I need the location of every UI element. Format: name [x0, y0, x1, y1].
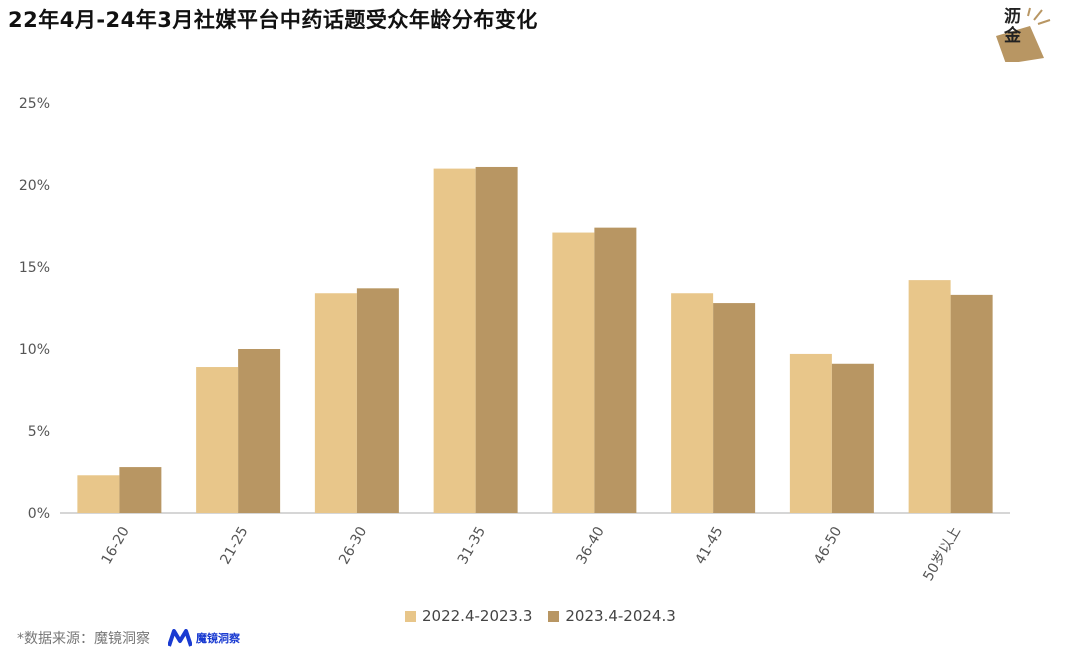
brand-logo: 沥 金 [992, 6, 1052, 64]
bar-series1-16-20 [77, 475, 120, 513]
bar-series2-26-30 [356, 288, 399, 513]
bar-series2-21-25 [238, 349, 281, 513]
bar-series1-21-25 [196, 367, 239, 513]
x-tick-label: 50岁以上 [920, 524, 964, 584]
bar-series2-36-40 [594, 227, 637, 513]
legend-swatch-series1 [405, 610, 416, 622]
y-tick-label: 0% [28, 506, 50, 522]
y-tick-label: 10% [19, 342, 50, 358]
x-tick-label: 16-20 [99, 524, 133, 567]
data-source: *数据来源：魔镜洞察 魔镜洞察 [17, 628, 240, 648]
bar-series2-46-50 [831, 363, 874, 513]
logo-graphic [996, 7, 1051, 64]
y-tick-label: 25% [19, 96, 50, 112]
legend-item-series1: 2022.4-2023.3 [405, 607, 532, 625]
legend-label-series1: 2022.4-2023.3 [422, 607, 533, 625]
logo-text: 沥 金 [1004, 7, 1021, 46]
bar-series1-50岁以上 [908, 280, 951, 513]
bar-series2-50岁以上 [950, 294, 993, 513]
legend-item-series2: 2023.4-2024.3 [548, 607, 676, 625]
bar-series1-41-45 [671, 293, 714, 513]
brand-name: 魔镜洞察 [196, 632, 240, 645]
mojing-logo-icon [168, 629, 192, 647]
legend-label-series2: 2023.4-2024.3 [565, 607, 676, 625]
chart-title: 22年4月-24年3月社媒平台中药话题受众年龄分布变化 [8, 8, 538, 32]
source-label: *数据来源：魔镜洞察 [17, 631, 150, 647]
x-tick-label: 21-25 [217, 524, 251, 567]
x-tick-label: 36-40 [574, 524, 608, 567]
y-tick-label: 15% [19, 260, 50, 276]
bar-series1-26-30 [314, 293, 357, 513]
bar-series2-31-35 [475, 166, 518, 513]
bar-series2-41-45 [713, 303, 756, 513]
y-tick-label: 5% [28, 424, 50, 440]
x-tick-label: 41-45 [692, 524, 726, 567]
x-tick-label: 26-30 [336, 524, 370, 567]
bar-series2-16-20 [119, 467, 162, 513]
x-tick-label: 31-35 [455, 524, 489, 567]
bar-chart: 0% 5% 10% 15% 20% 25% 16-20 21-25 26-30 31-35 36-4… [19, 96, 1010, 584]
source-brand: 魔镜洞察 [168, 629, 240, 647]
bar-series1-46-50 [789, 353, 832, 513]
bar-series1-31-35 [433, 168, 476, 513]
bar-series1-36-40 [552, 232, 595, 513]
x-tick-label: 46-50 [811, 524, 845, 567]
legend-swatch-series2 [548, 610, 560, 622]
y-tick-label: 20% [19, 178, 50, 194]
chart-legend: 2022.4-2023.3 2023.4-2024.3 [405, 607, 676, 625]
